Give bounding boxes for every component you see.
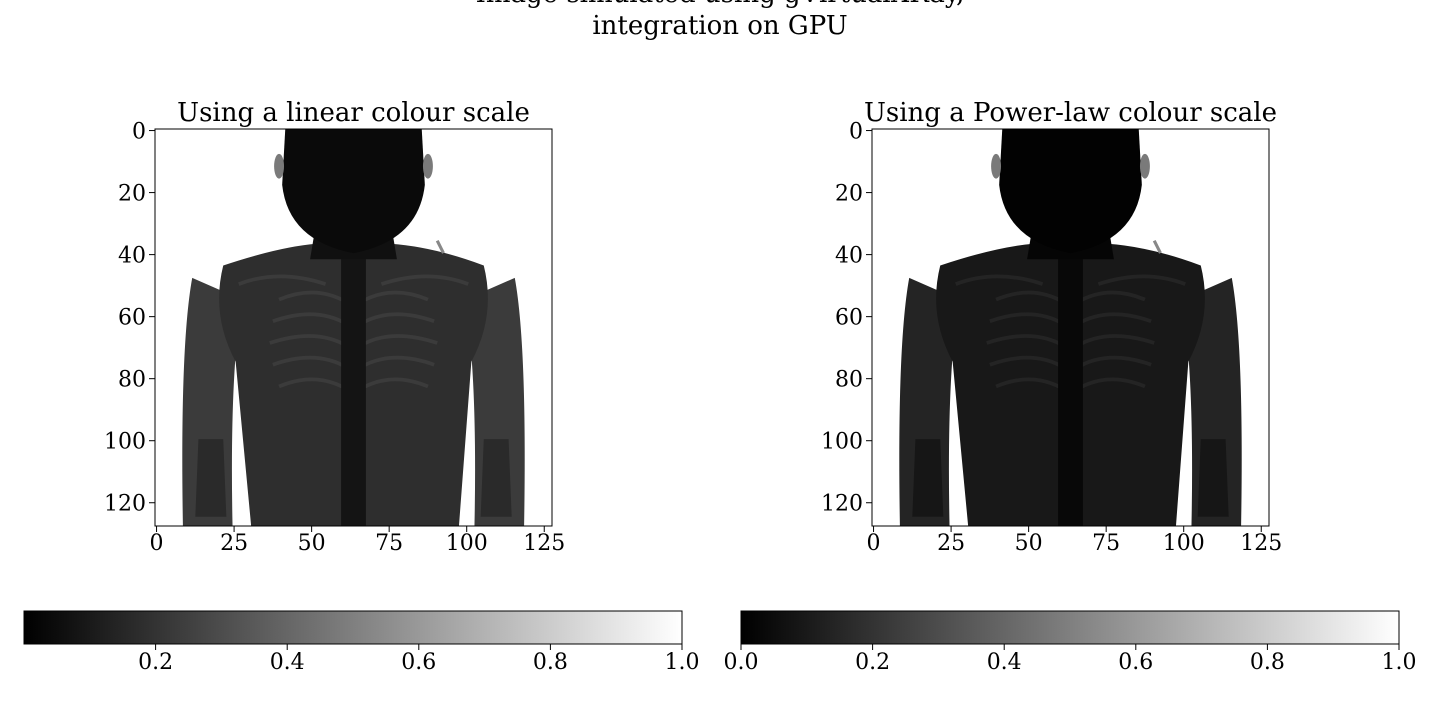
panel-title: Using a Power-law colour scale xyxy=(864,98,1277,128)
x-tick-label: 75 xyxy=(375,531,403,556)
y-tick-label: 0 xyxy=(849,120,863,145)
y-tick-label: 80 xyxy=(835,368,863,393)
y-tick-label: 0 xyxy=(132,120,146,145)
y-tick-label: 80 xyxy=(118,368,146,393)
colorbar-tick-label: 1.0 xyxy=(665,650,700,675)
x-tick-label: 25 xyxy=(220,531,248,556)
figure-title-line1: Image simulated using gVirtualXRay, xyxy=(476,0,965,9)
xray-image xyxy=(872,129,1269,526)
xray-image xyxy=(155,129,552,526)
y-tick-label: 100 xyxy=(104,430,146,455)
y-tick-label: 40 xyxy=(118,244,146,269)
colorbar-tick-label: 0.4 xyxy=(270,650,305,675)
x-tick-label: 100 xyxy=(446,531,488,556)
colorbar-tick-label: 0.0 xyxy=(724,650,759,675)
x-tick-label: 125 xyxy=(1240,531,1282,556)
axes-frame xyxy=(871,128,1270,527)
colorbar-tick-label: 0.6 xyxy=(1118,650,1153,675)
y-tick-label: 20 xyxy=(118,182,146,207)
y-tick-label: 20 xyxy=(835,182,863,207)
axes-frame xyxy=(154,128,553,527)
colorbar-tick-label: 0.6 xyxy=(401,650,436,675)
y-tick-label: 60 xyxy=(835,306,863,331)
colorbar-tick-label: 0.4 xyxy=(987,650,1022,675)
colorbar-tick-label: 0.8 xyxy=(533,650,568,675)
x-tick-label: 0 xyxy=(150,531,164,556)
x-tick-label: 125 xyxy=(523,531,565,556)
x-tick-label: 0 xyxy=(867,531,881,556)
colorbar-tick-label: 0.2 xyxy=(855,650,890,675)
x-tick-label: 50 xyxy=(298,531,326,556)
x-tick-label: 75 xyxy=(1092,531,1120,556)
panel-title: Using a linear colour scale xyxy=(177,98,530,128)
colorbar-tick-label: 0.2 xyxy=(138,650,173,675)
x-tick-label: 50 xyxy=(1015,531,1043,556)
x-tick-label: 100 xyxy=(1163,531,1205,556)
figure-title-line2: integration on GPU xyxy=(592,11,847,41)
y-tick-label: 120 xyxy=(821,492,863,517)
panel-linear: Using a linear colour scale 0 25 50 75 100 125… xyxy=(23,98,700,675)
colorbar-tick-label: 1.0 xyxy=(1382,650,1417,675)
colorbar xyxy=(740,610,1400,645)
y-tick-label: 40 xyxy=(835,244,863,269)
y-tick-label: 120 xyxy=(104,492,146,517)
colorbar xyxy=(23,610,683,645)
x-tick-label: 25 xyxy=(937,531,965,556)
colorbar-tick-label: 0.8 xyxy=(1250,650,1285,675)
y-tick-label: 100 xyxy=(821,430,863,455)
y-tick-label: 60 xyxy=(118,306,146,331)
